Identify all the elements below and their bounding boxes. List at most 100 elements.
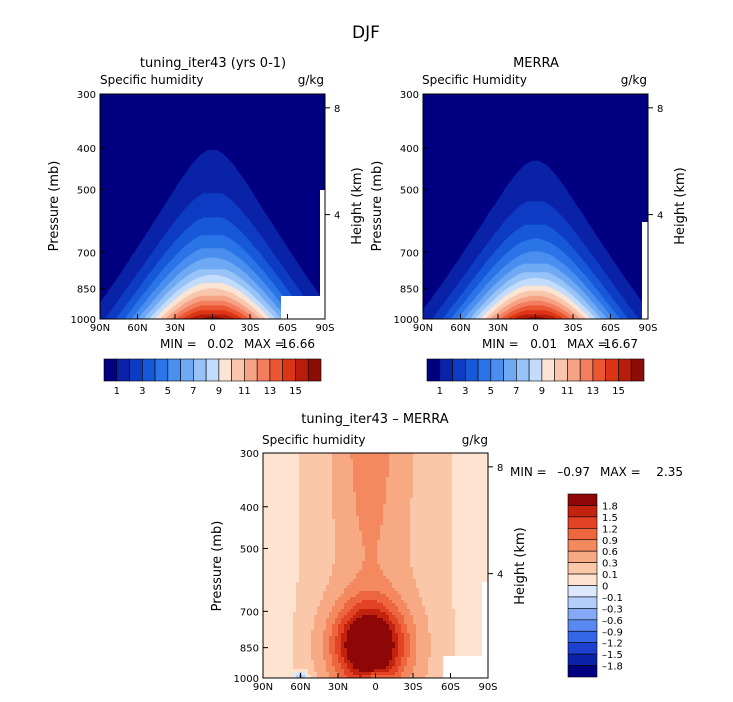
panel-subtitle-right: g/kg (462, 433, 488, 447)
colorbar-tick-label: 9 (216, 386, 222, 397)
colorbar-swatch (541, 358, 555, 382)
panel-subtitle-right: g/kg (298, 73, 324, 87)
colorbar-swatch (490, 358, 504, 382)
colorbar-tick-label: 7 (513, 386, 519, 397)
colorbar-swatch (618, 358, 632, 382)
colorbar-swatch (205, 358, 220, 382)
missing-data-block (443, 656, 488, 678)
y-axis-label: Pressure (mb) (210, 521, 225, 612)
y-right-tick-label: 8 (497, 463, 503, 474)
colorbar-swatch (630, 358, 645, 382)
y-tick-label: 500 (400, 185, 419, 196)
colorbar-tick-label: 1 (437, 386, 443, 397)
panel-subtitle-left: Specific Humidity (422, 73, 527, 87)
x-tick-label: 60N (290, 682, 310, 693)
min-value: –0.97 (557, 465, 590, 479)
x-tick-label: 30S (563, 323, 582, 334)
colorbar-swatch (103, 358, 118, 382)
x-tick-label: 60S (601, 323, 620, 334)
colorbar-swatch (439, 358, 453, 382)
colorbar-tick-label: 5 (165, 386, 171, 397)
y-tick-label: 1000 (234, 674, 259, 685)
colorbar-tick-label: 0.9 (602, 536, 618, 547)
max-label: MAX = (600, 465, 641, 479)
colorbar-swatch (528, 358, 543, 382)
colorbar-tick-label: –1.5 (602, 650, 623, 661)
colorbar-swatch (567, 550, 598, 563)
colorbar-swatch (567, 642, 598, 655)
colorbar: 1.81.51.20.90.60.30.10–0.1–0.3–0.6–0.9–1… (567, 493, 623, 678)
colorbar-tick-label: 11 (238, 386, 251, 397)
y-tick-label: 850 (77, 285, 96, 296)
colorbar-swatch (180, 358, 194, 382)
colorbar-swatch (218, 358, 232, 382)
colorbar-swatch (503, 358, 517, 382)
x-tick-label: 0 (209, 323, 215, 334)
colorbar-tick-label: 5 (488, 386, 494, 397)
colorbar: 1 3 5 7 9 11 13 15 (103, 358, 322, 397)
y-tick-label: 400 (240, 503, 259, 514)
colorbar-swatch (567, 608, 598, 621)
colorbar-swatch (579, 358, 594, 382)
colorbar-swatch (567, 528, 598, 541)
colorbar-swatch (567, 585, 598, 598)
colorbar-tick-label: 13 (264, 386, 277, 397)
colorbar-tick-label: 0.6 (602, 547, 618, 558)
x-tick-label: 60N (450, 323, 470, 334)
min-label: MIN = (482, 337, 519, 351)
colorbar-tick-label: 7 (190, 386, 196, 397)
colorbar-tick-label: –0.9 (602, 627, 623, 638)
missing-data-strip (482, 582, 488, 656)
colorbar-tick-label: 0.3 (602, 559, 618, 570)
colorbar-swatch (554, 358, 568, 382)
min-label: MIN = (160, 337, 197, 351)
colorbar-tick-label: 0.1 (602, 570, 618, 581)
y-right-tick-label: 8 (334, 104, 340, 115)
y-tick-label: 850 (240, 644, 259, 655)
y-right-tick-label: 4 (334, 211, 340, 222)
colorbar-tick-label: –1.8 (602, 662, 623, 673)
missing-data-strip (642, 222, 648, 319)
panel-title: tuning_iter43 (yrs 0-1) (140, 56, 286, 71)
colorbar-swatch (567, 619, 598, 632)
colorbar-tick-label: 0 (602, 582, 608, 593)
y-tick-label: 300 (77, 90, 96, 101)
missing-data-block (281, 296, 325, 319)
y-tick-label: 700 (240, 607, 259, 618)
x-tick-label: 0 (532, 323, 538, 334)
missing-data-strip (320, 190, 325, 296)
panel-title: MERRA (513, 56, 559, 71)
y-tick-label: 300 (240, 449, 259, 460)
panel-subtitle-left: Specific humidity (100, 73, 204, 87)
figure-title: DJF (352, 23, 380, 43)
colorbar-swatch (567, 358, 581, 382)
y-tick-label: 700 (400, 248, 419, 259)
colorbar-swatch (231, 358, 245, 382)
y-tick-label: 500 (240, 544, 259, 555)
colorbar-swatch (477, 358, 492, 382)
x-tick-label: 90S (478, 682, 497, 693)
axes: 90N 60N 30N 0 30S 60S 90S 300 400 500 700 850 1000 8 4 (394, 90, 664, 334)
y-tick-label: 1000 (71, 315, 96, 326)
colorbar-swatch (567, 665, 598, 678)
x-tick-label: 60S (278, 323, 297, 334)
colorbar-swatch (567, 630, 598, 643)
colorbar: 1 3 5 7 9 11 13 15 (426, 358, 645, 397)
y-axis-label: Pressure (mb) (370, 161, 385, 252)
colorbar-swatch (567, 516, 598, 529)
panel-title: tuning_iter43 – MERRA (301, 412, 449, 427)
colorbar-tick-label: –0.1 (602, 593, 623, 604)
x-tick-label: 90S (638, 323, 657, 334)
x-tick-label: 30S (240, 323, 259, 334)
y-tick-label: 400 (77, 144, 96, 155)
max-value: 16.67 (604, 337, 638, 351)
colorbar-swatch (167, 358, 181, 382)
min-label: MIN = (510, 465, 547, 479)
x-tick-label: 60S (441, 682, 460, 693)
panel-merra: MERRA Specific Humidity g/kg 90N 60N 30N 0 3… (370, 56, 688, 397)
humidity-contours (100, 150, 325, 319)
x-tick-label: 30N (488, 323, 508, 334)
colorbar-swatch (154, 358, 169, 382)
x-tick-label: 90N (90, 323, 110, 334)
colorbar-tick-label: 1.5 (602, 513, 618, 524)
